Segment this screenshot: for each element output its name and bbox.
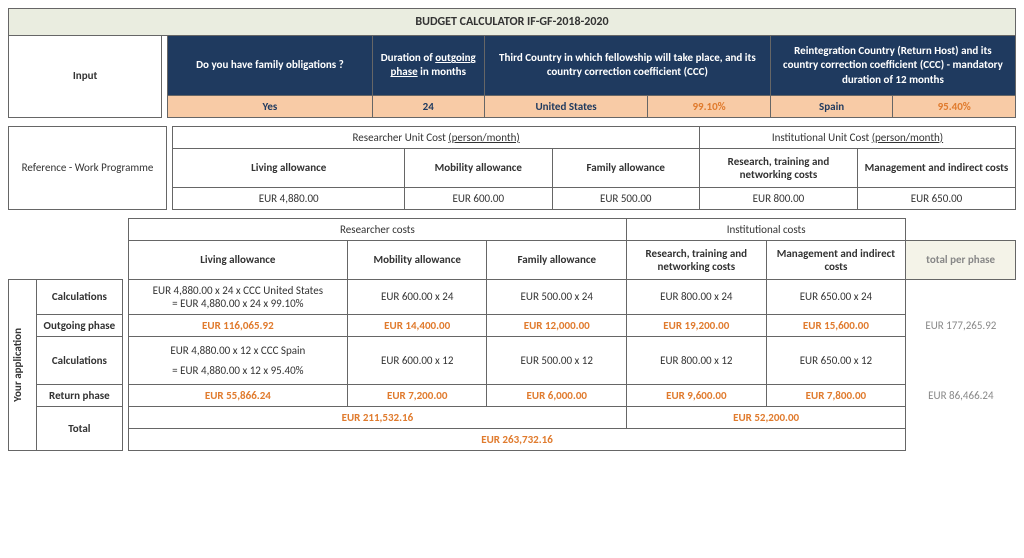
out-calc-mobility: EUR 600.00 x 24 xyxy=(347,279,487,314)
calc-label-1: Calculations xyxy=(36,279,122,314)
calc-label-2: Calculations xyxy=(36,336,122,385)
ret-living: EUR 55,866.24 xyxy=(128,385,347,407)
ref-family: EUR 500.00 xyxy=(552,187,699,209)
input-label: Input xyxy=(9,36,162,118)
app-institutional-hdr: Institutional costs xyxy=(627,218,906,240)
reference-label: Reference - Work Programme xyxy=(9,126,167,209)
ret-calc-family: EUR 500.00 x 12 xyxy=(487,336,627,385)
out-mobility: EUR 14,400.00 xyxy=(347,314,487,336)
col-mgmt: Management and indirect costs xyxy=(857,148,1015,187)
app-col-research: Research, training and networking costs xyxy=(627,240,767,279)
val-family[interactable]: Yes xyxy=(168,95,372,117)
col-mobility: Mobility allowance xyxy=(405,148,552,187)
ret-calc-mobility: EUR 600.00 x 12 xyxy=(347,336,487,385)
return-label: Return phase xyxy=(36,385,122,407)
hdr-family: Do you have family obligations ? xyxy=(168,36,372,96)
out-calc-living: EUR 4,880.00 x 24 x CCC United States = … xyxy=(128,279,347,314)
out-total: EUR 177,265.92 xyxy=(906,314,1016,336)
hdr-thirdcountry: Third Country in which fellowship will t… xyxy=(484,36,770,96)
out-calc-family: EUR 500.00 x 24 xyxy=(487,279,627,314)
app-col-mobility: Mobility allowance xyxy=(347,240,487,279)
out-living: EUR 116,065.92 xyxy=(128,314,347,336)
col-living: Living allowance xyxy=(173,148,405,187)
ret-mobility: EUR 7,200.00 xyxy=(347,385,487,407)
out-family: EUR 12,000.00 xyxy=(487,314,627,336)
ret-mgmt: EUR 7,800.00 xyxy=(766,385,906,407)
out-calc-mgmt: EUR 650.00 x 24 xyxy=(766,279,906,314)
val-duration[interactable]: 24 xyxy=(372,95,484,117)
ret-family: EUR 6,000.00 xyxy=(487,385,627,407)
ret-calc-living: EUR 4,880.00 x 12 x CCC Spain = EUR 4,88… xyxy=(128,336,347,385)
reference-table: Reference - Work Programme Researcher Un… xyxy=(8,126,1016,210)
grand-total: EUR 263,732.16 xyxy=(128,429,905,451)
total-researcher: EUR 211,532.16 xyxy=(128,407,626,429)
val-return-country[interactable]: Spain xyxy=(770,95,893,117)
ret-calc-mgmt: EUR 650.00 x 12 xyxy=(766,336,906,385)
out-calc-research: EUR 800.00 x 24 xyxy=(627,279,767,314)
app-col-family: Family allowance xyxy=(487,240,627,279)
val-country-ccc: 99.10% xyxy=(648,95,771,117)
ref-research: EUR 800.00 xyxy=(699,187,857,209)
your-application-sidelabel: Your application xyxy=(9,279,37,451)
val-return-ccc: 95.40% xyxy=(893,95,1016,117)
out-mgmt: EUR 15,600.00 xyxy=(766,314,906,336)
val-country[interactable]: United States xyxy=(484,95,647,117)
col-family: Family allowance xyxy=(552,148,699,187)
total-institutional: EUR 52,200.00 xyxy=(627,407,906,429)
ret-calc-research: EUR 800.00 x 12 xyxy=(627,336,767,385)
ret-total: EUR 86,466.24 xyxy=(906,385,1016,407)
ret-research: EUR 9,600.00 xyxy=(627,385,767,407)
outgoing-label: Outgoing phase xyxy=(36,314,122,336)
ref-mobility: EUR 600.00 xyxy=(405,187,552,209)
hdr-reintegration: Reintegration Country (Return Host) and … xyxy=(770,36,1015,96)
page-title: BUDGET CALCULATOR IF-GF-2018-2020 xyxy=(9,9,1016,36)
application-table: Researcher costs Institutional costs Liv… xyxy=(8,218,1016,452)
hdr-duration: Duration of outgoing phase in months xyxy=(372,36,484,96)
out-research: EUR 19,200.00 xyxy=(627,314,767,336)
ref-institutional-hdr: Institutional Unit Cost (person/month) xyxy=(699,126,1015,148)
app-col-living: Living allowance xyxy=(128,240,347,279)
ref-mgmt: EUR 650.00 xyxy=(857,187,1015,209)
total-label: Total xyxy=(36,407,122,451)
ref-living: EUR 4,880.00 xyxy=(173,187,405,209)
col-research: Research, training and networking costs xyxy=(699,148,857,187)
app-col-mgmt: Management and indirect costs xyxy=(766,240,906,279)
ref-researcher-hdr: Researcher Unit Cost (person/month) xyxy=(173,126,700,148)
header-table: BUDGET CALCULATOR IF-GF-2018-2020 Input … xyxy=(8,8,1016,118)
app-total-per-phase: total per phase xyxy=(906,240,1016,279)
app-researcher-hdr: Researcher costs xyxy=(128,218,626,240)
